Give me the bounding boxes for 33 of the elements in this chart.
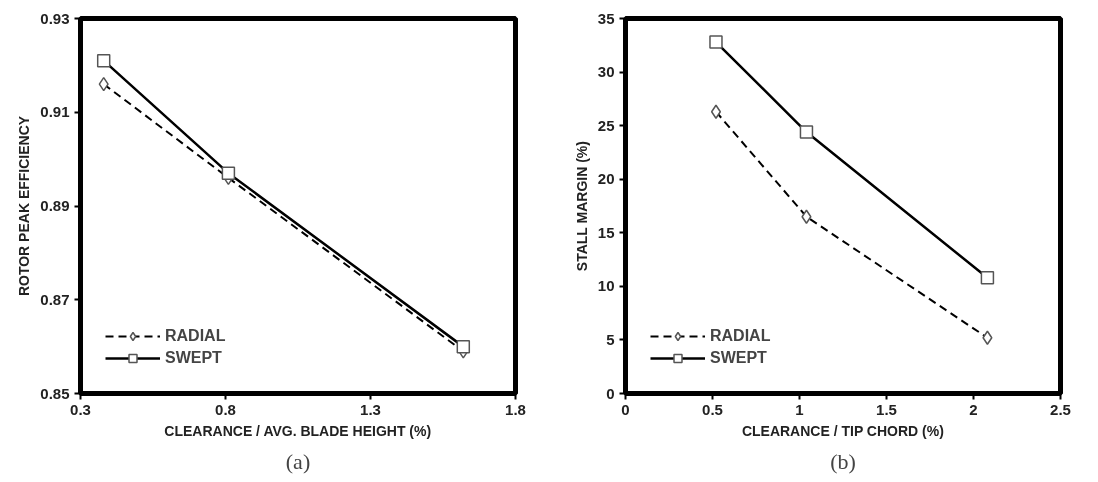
legend-label: SWEPT <box>165 349 222 367</box>
y-tick-label: 0.87 <box>40 290 70 308</box>
y-tick-label: 15 <box>597 223 615 241</box>
x-tick-label: 0 <box>621 400 630 418</box>
y-tick-label: 5 <box>606 330 615 348</box>
legend-label: RADIAL <box>165 327 226 345</box>
text: (b) <box>830 448 856 474</box>
text: (a) <box>285 448 311 474</box>
y-tick-label: 30 <box>597 63 615 81</box>
x-axis-title: CLEARANCE / TIP CHORD (%) <box>741 422 944 439</box>
x-tick-label: 2.5 <box>1050 400 1071 418</box>
x-tick-label: 0.8 <box>215 400 236 418</box>
y-tick-label: 0.89 <box>40 197 70 214</box>
y-tick-label: 0 <box>606 384 615 402</box>
y-tick-label: 20 <box>597 170 615 188</box>
x-axis-title: CLEARANCE / AVG. BLADE HEIGHT (%) <box>164 422 432 439</box>
x-tick-label: 1.8 <box>505 400 526 418</box>
x-tick-label: 1.3 <box>360 400 381 418</box>
x-tick-label: 1 <box>795 400 804 418</box>
x-tick-label: 1.5 <box>876 400 897 418</box>
x-tick-label: 0.3 <box>70 400 91 418</box>
x-tick-label: 2 <box>969 400 978 418</box>
y-axis-title: STALL MARGIN (%) <box>573 141 590 272</box>
y-tick-label: 25 <box>597 116 615 134</box>
y-axis-title: ROTOR PEAK EFFICIENCY <box>16 115 33 297</box>
y-tick-label: 0.91 <box>40 103 70 121</box>
y-tick-label: 0.93 <box>40 9 70 27</box>
legend-label: SWEPT <box>710 349 767 367</box>
y-tick-label: 35 <box>597 9 615 27</box>
y-tick-label: 0.85 <box>40 384 70 402</box>
y-tick-label: 10 <box>597 277 615 295</box>
legend-label: RADIAL <box>710 327 771 345</box>
x-tick-label: 0.5 <box>702 400 723 418</box>
